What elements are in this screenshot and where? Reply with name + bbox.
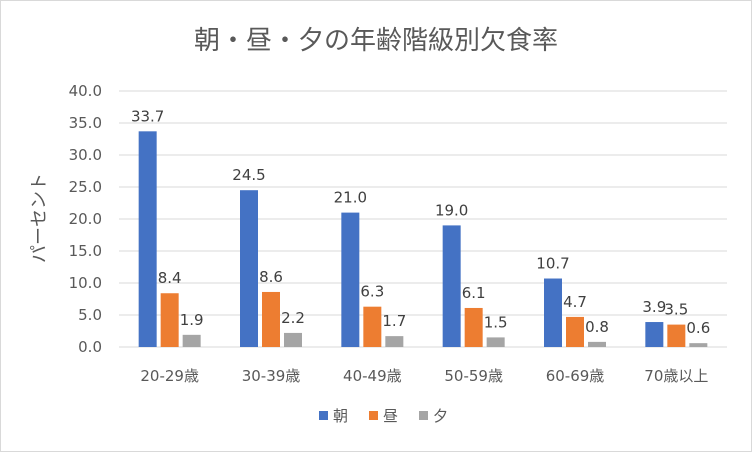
legend-swatch <box>419 411 428 420</box>
legend-label: 昼 <box>383 407 398 425</box>
bars <box>138 131 708 347</box>
y-tick-label: 15.0 <box>69 242 102 260</box>
bar-2-4 <box>464 307 483 347</box>
chart-title: 朝・昼・夕の年齢階級別欠食率 <box>194 26 558 56</box>
data-label: 33.7 <box>131 107 164 125</box>
bar-1-2 <box>240 190 258 347</box>
y-tick-label: 25.0 <box>69 178 102 196</box>
x-axis-categories: 20-29歳 30-39歳 40-49歳 50-59歳 60-69歳 70歳以上 <box>140 367 708 385</box>
y-tick-label: 10.0 <box>69 274 102 292</box>
x-category-label: 20-29歳 <box>140 367 199 385</box>
legend-label: 朝 <box>333 407 348 425</box>
bar-3-4 <box>486 337 505 347</box>
bar-3-2 <box>284 332 302 347</box>
y-axis-ticks: 0.0 5.0 10.0 15.0 20.0 25.0 30.0 35.0 40.0 <box>69 82 102 356</box>
y-tick-label: 35.0 <box>69 114 102 132</box>
bar-3-3 <box>385 336 404 347</box>
gridlines <box>119 90 727 348</box>
x-category-label: 40-49歳 <box>343 367 402 385</box>
data-label: 24.5 <box>232 166 265 184</box>
x-category-label: 70歳以上 <box>644 367 708 385</box>
y-axis-label: パーセント <box>29 173 50 263</box>
bar-2-6 <box>667 324 686 347</box>
bar-2-2 <box>262 291 280 347</box>
x-category-label: 60-69歳 <box>546 367 605 385</box>
data-label: 8.4 <box>158 269 182 287</box>
y-tick-label: 20.0 <box>69 210 102 228</box>
bar-1-5 <box>544 278 562 347</box>
data-label: 0.6 <box>686 319 710 337</box>
data-label: 2.2 <box>281 309 305 327</box>
y-tick-label: 5.0 <box>78 306 102 324</box>
bar-1-4 <box>442 225 461 347</box>
legend-swatch <box>319 411 328 420</box>
data-label: 0.8 <box>585 318 609 336</box>
x-category-label: 50-59歳 <box>444 367 503 385</box>
bar-1-1 <box>138 131 157 347</box>
y-tick-label: 0.0 <box>78 338 102 356</box>
x-category-label: 30-39歳 <box>242 367 301 385</box>
data-label: 1.9 <box>180 311 204 329</box>
bar-1-3 <box>341 212 360 347</box>
data-label: 19.0 <box>435 201 468 219</box>
data-label: 8.6 <box>259 268 283 286</box>
y-tick-label: 30.0 <box>69 146 102 164</box>
bar-3-5 <box>588 341 606 347</box>
y-tick-label: 40.0 <box>69 82 102 100</box>
data-label: 6.3 <box>360 283 384 301</box>
data-labels: 33.7 8.4 1.9 24.5 8.6 2.2 21.0 6.3 1.7 19.0 6.1 1.5… <box>131 107 710 337</box>
legend-label: 夕 <box>433 407 448 425</box>
data-label: 1.5 <box>484 313 508 331</box>
data-label: 1.7 <box>382 312 406 330</box>
data-label: 6.1 <box>462 284 486 302</box>
legend: 朝昼夕 <box>319 407 448 425</box>
data-label: 3.9 <box>642 298 666 316</box>
data-label: 21.0 <box>334 189 367 207</box>
bar-3-1 <box>182 334 201 347</box>
bar-2-1 <box>160 293 179 347</box>
bar-1-6 <box>645 322 664 347</box>
data-label: 10.7 <box>536 255 569 273</box>
data-label: 3.5 <box>664 301 688 319</box>
bar-2-5 <box>566 316 584 347</box>
bar-2-3 <box>363 306 382 347</box>
data-label: 4.7 <box>563 293 587 311</box>
bar-3-6 <box>689 343 708 347</box>
legend-swatch <box>369 411 378 420</box>
